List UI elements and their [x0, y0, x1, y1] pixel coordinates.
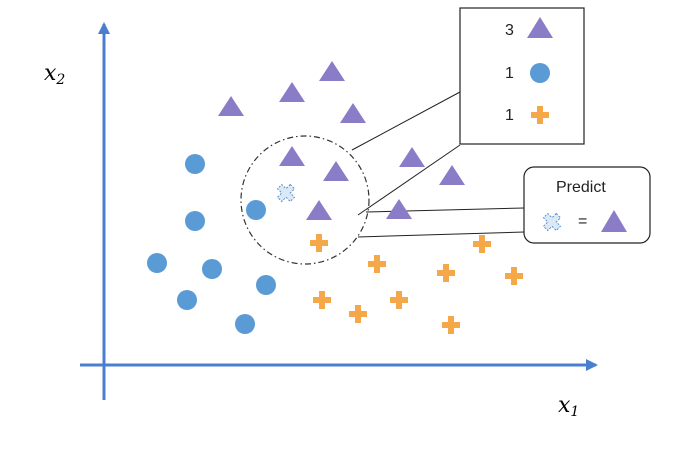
triangle-point — [386, 199, 412, 219]
circle-icon — [530, 63, 550, 83]
plus-point — [473, 235, 491, 253]
triangle-point — [439, 165, 465, 185]
plus-point — [437, 264, 455, 282]
triangle-count: 3 — [505, 22, 514, 39]
triangle-point — [399, 147, 425, 167]
callout-line-top — [351, 91, 461, 151]
triangle-point — [323, 161, 349, 181]
x-axis-label: x1 — [558, 393, 579, 420]
circle-points — [147, 154, 276, 334]
triangle-point — [279, 82, 305, 102]
plus-point — [310, 234, 328, 252]
plus-point — [442, 316, 460, 334]
equals-sign: = — [578, 213, 587, 230]
circle-point — [185, 211, 205, 231]
circle-point — [246, 200, 266, 220]
plus-point — [390, 291, 408, 309]
triangle-icon — [601, 210, 627, 232]
predict-pointer-top — [365, 207, 525, 213]
query-point — [276, 183, 296, 203]
triangle-point — [340, 103, 366, 123]
triangle-point — [279, 146, 305, 166]
plus-point — [313, 291, 331, 309]
predict-pointer-bottom — [357, 231, 525, 238]
callout-line-bottom — [357, 144, 461, 216]
neighborhood-circle — [240, 135, 370, 265]
triangle-icon — [527, 17, 553, 38]
circle-point — [185, 154, 205, 174]
circle-point — [256, 275, 276, 295]
circle-point — [177, 290, 197, 310]
circle-point — [235, 314, 255, 334]
plus-icon — [531, 106, 549, 124]
triangle-point — [306, 200, 332, 220]
plus-points — [310, 234, 523, 334]
circle-count: 1 — [505, 65, 514, 82]
triangle-point — [218, 96, 244, 116]
plus-point — [349, 305, 367, 323]
circle-point — [147, 253, 167, 273]
y-axis-label: x2 — [44, 61, 65, 88]
plus-point — [505, 267, 523, 285]
plus-point — [368, 255, 386, 273]
neighbor-count-box — [459, 7, 585, 145]
triangle-point — [319, 61, 345, 81]
dashed-cross-icon — [542, 212, 562, 232]
triangle-points — [218, 61, 465, 220]
plus-count: 1 — [505, 107, 514, 124]
predict-title: Predict — [556, 179, 606, 196]
circle-point — [202, 259, 222, 279]
